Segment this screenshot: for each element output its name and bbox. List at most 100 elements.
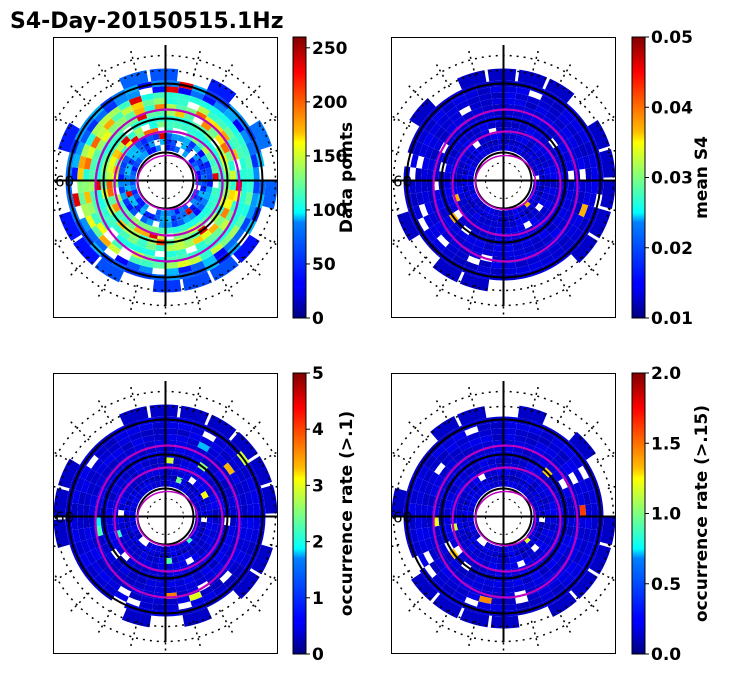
heatmap-cell bbox=[135, 196, 143, 204]
heatmap-cell bbox=[108, 531, 117, 542]
heatmap-cell bbox=[532, 240, 545, 251]
heatmap-cell bbox=[544, 180, 551, 188]
heatmap-cell bbox=[128, 95, 143, 106]
heatmap-cell bbox=[90, 135, 102, 149]
heatmap-cell bbox=[490, 267, 504, 275]
heatmap-cell bbox=[132, 161, 141, 169]
heatmap-cell bbox=[223, 126, 235, 140]
heatmap-cell bbox=[538, 120, 550, 132]
heatmap-cell bbox=[203, 528, 212, 537]
heatmap-cell bbox=[91, 148, 102, 161]
heatmap-cell bbox=[457, 565, 469, 577]
colorbar-tick-label: 0.5 bbox=[651, 575, 681, 595]
dotted-spoke bbox=[467, 620, 477, 648]
dotted-spoke bbox=[53, 569, 73, 583]
heatmap-cell bbox=[543, 141, 554, 152]
dotted-spoke bbox=[129, 284, 139, 312]
heatmap-cell bbox=[77, 503, 84, 517]
heatmap-cell bbox=[439, 207, 449, 219]
magnetic-contours bbox=[94, 108, 241, 263]
heatmap-cell bbox=[107, 458, 120, 471]
heatmap-cell bbox=[202, 590, 217, 603]
heatmap-cell bbox=[503, 563, 512, 570]
heatmap-cell bbox=[432, 257, 462, 283]
heatmap-cell bbox=[583, 205, 594, 220]
heatmap-cell bbox=[579, 180, 586, 193]
heatmap-cell bbox=[211, 165, 219, 174]
heatmap-cell bbox=[548, 148, 558, 159]
heatmap-cell bbox=[523, 580, 536, 591]
heatmap-cell bbox=[106, 188, 115, 198]
heatmap-cell bbox=[138, 207, 147, 216]
heatmap-cell bbox=[456, 522, 464, 530]
heatmap-cell bbox=[235, 482, 245, 495]
heatmap-cell bbox=[152, 556, 160, 564]
heatmap-cell bbox=[86, 118, 99, 133]
heatmap-cell bbox=[449, 559, 461, 571]
heatmap-cell bbox=[490, 133, 498, 141]
heatmap-cell bbox=[120, 145, 130, 155]
heatmap-cell bbox=[543, 503, 551, 511]
heatmap-cell bbox=[536, 163, 544, 171]
heatmap-cell bbox=[128, 255, 143, 266]
heatmap-cell bbox=[528, 426, 543, 437]
heatmap-cell bbox=[215, 118, 228, 131]
heatmap-cell bbox=[200, 135, 211, 146]
heatmap-cell bbox=[142, 98, 155, 107]
magnetic-contour bbox=[451, 466, 562, 573]
heatmap-cell bbox=[122, 197, 131, 207]
heatmap-cell bbox=[244, 192, 253, 206]
heatmap-cell bbox=[127, 235, 139, 245]
heatmap-cell bbox=[557, 113, 571, 127]
heatmap-cell bbox=[115, 209, 126, 220]
heatmap-cell bbox=[456, 173, 463, 181]
heatmap-cell bbox=[469, 188, 477, 196]
heatmap-cell bbox=[101, 207, 111, 219]
heatmap-cell bbox=[467, 480, 477, 490]
heatmap-cell bbox=[546, 126, 558, 138]
heatmap-cell bbox=[191, 552, 201, 562]
heatmap-cell bbox=[245, 205, 256, 220]
heatmap-cell bbox=[570, 228, 583, 243]
heatmap-cell bbox=[471, 106, 484, 117]
heatmap-cell bbox=[200, 456, 212, 468]
heatmap-cell bbox=[207, 414, 237, 440]
heatmap-cell bbox=[547, 592, 577, 618]
heatmap-cell bbox=[202, 254, 217, 267]
colorbar: 0 1 2 3 4 5 occurrence rate (>.1) bbox=[292, 364, 357, 665]
dotted-spoke bbox=[258, 114, 278, 128]
heatmap-cell bbox=[169, 481, 176, 488]
heatmap-cell bbox=[423, 468, 435, 483]
heatmap-cell bbox=[472, 149, 481, 158]
heatmap-cell bbox=[565, 189, 574, 201]
heatmap-cell bbox=[148, 457, 158, 466]
heatmap-cell bbox=[493, 145, 500, 152]
heatmap-cell bbox=[115, 545, 126, 556]
heatmap-cell bbox=[128, 431, 143, 442]
heatmap-cell bbox=[449, 148, 459, 159]
heatmap-cell bbox=[107, 442, 121, 455]
heatmap-cell bbox=[543, 200, 553, 210]
magnetic-contours bbox=[432, 444, 579, 599]
heatmap-cell bbox=[138, 423, 153, 432]
heatmap-cell bbox=[476, 153, 484, 161]
heatmap-cell bbox=[546, 529, 555, 539]
heatmap-cell bbox=[143, 248, 156, 257]
heatmap-cell bbox=[117, 436, 132, 448]
heatmap-cell bbox=[247, 167, 254, 181]
heatmap-cell bbox=[139, 215, 149, 224]
polar-plot: 60 bbox=[391, 373, 616, 654]
heatmap-cell bbox=[490, 92, 504, 99]
heatmap-cell bbox=[579, 504, 586, 517]
heatmap-cell bbox=[457, 120, 469, 132]
heatmap-cell bbox=[245, 541, 256, 556]
heatmap-cell bbox=[571, 570, 598, 600]
heatmap-cell bbox=[180, 210, 189, 219]
heatmap-cell bbox=[532, 576, 545, 587]
heatmap-cell bbox=[478, 595, 492, 604]
heatmap-cell bbox=[129, 516, 136, 522]
heatmap-cell bbox=[465, 157, 474, 166]
heatmap-cell bbox=[503, 422, 517, 430]
heatmap-cell bbox=[127, 452, 139, 462]
heatmap-cell bbox=[175, 549, 183, 557]
